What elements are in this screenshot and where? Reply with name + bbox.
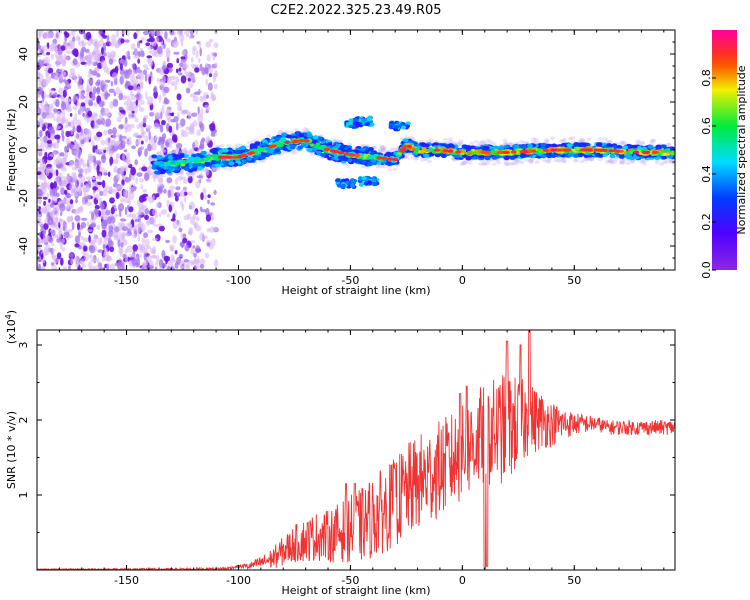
snr-exponent-close: ): [5, 310, 18, 314]
spectrogram-ytick-label: -20: [17, 189, 30, 207]
colorbar: 0.0 0.2 0.4 0.6 0.8 Normalized spectral ampli…: [700, 30, 748, 279]
spectrogram-ylabel: Frequency (Hz): [5, 109, 18, 192]
colorbar-tick-label: 0.2: [700, 213, 713, 231]
spectrogram-xtick-label: 50: [567, 274, 581, 287]
colorbar-tick-label: 0.0: [700, 261, 713, 279]
snr-frame: [36, 329, 676, 571]
snr-xtick-label: 50: [567, 574, 581, 587]
snr-xtick-label: -100: [226, 574, 251, 587]
spectrogram-panel: -150 -100 -50 0 50 -40 -20 0 20 40 Height of strai…: [5, 29, 676, 297]
colorbar-tick-label: 0.8: [700, 69, 713, 87]
spectrogram-xtick-label: -50: [341, 274, 359, 287]
snr-xtick-label: -50: [341, 574, 359, 587]
colorbar-tick-label: 0.4: [700, 165, 713, 183]
snr-ytick-label: 3: [17, 342, 30, 349]
spectrogram-xtick-label: -150: [114, 274, 139, 287]
snr-ylabel: SNR (10 * v/v): [5, 411, 18, 489]
snr-exponent-base: (x10: [5, 319, 18, 344]
snr-panel: -150 -100 -50 0 50 1 2 3 Height of straight line…: [4, 310, 676, 597]
spectrogram-ytick-label: -40: [17, 237, 30, 255]
snr-ytick-label: 1: [17, 492, 30, 499]
snr-exponent-label: (x104): [4, 310, 18, 344]
colorbar-gradient: [712, 30, 737, 270]
snr-xtick-label: -150: [114, 574, 139, 587]
colorbar-tick-label: 0.6: [700, 117, 713, 135]
spectrogram-ytick-label: 0: [17, 147, 30, 154]
spectrogram-image: [37, 30, 675, 270]
spectrogram-xtick-label: 0: [459, 274, 466, 287]
spectrogram-ytick-label: 20: [17, 95, 30, 109]
snr-ytick-label: 2: [17, 417, 30, 424]
snr-xtick-label: 0: [459, 574, 466, 587]
snr-exponent-power: 4: [4, 314, 13, 319]
snr-xlabel: Height of straight line (km): [281, 584, 430, 597]
snr-series-line: [37, 330, 675, 570]
spectrogram-xlabel: Height of straight line (km): [281, 284, 430, 297]
chart-title: C2E2.2022.325.23.49.R05: [270, 3, 441, 18]
spectrogram-ytick-label: 40: [17, 47, 30, 61]
spectrogram-xtick-label: -100: [226, 274, 251, 287]
colorbar-label: Normalized spectral amplitude: [735, 65, 748, 234]
